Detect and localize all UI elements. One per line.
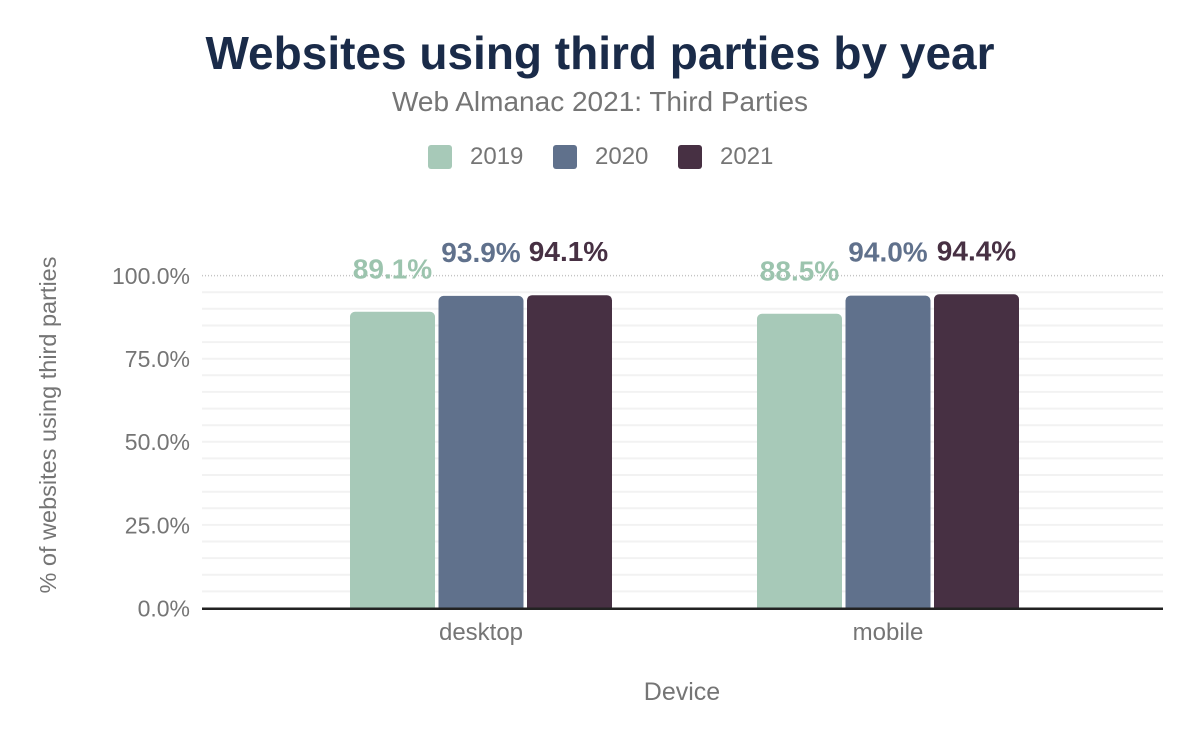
svg-text:Websites using third parties b: Websites using third parties by year [205, 27, 994, 79]
svg-text:88.5%: 88.5% [760, 255, 839, 286]
svg-text:mobile: mobile [853, 619, 924, 646]
svg-text:94.4%: 94.4% [937, 235, 1016, 266]
svg-text:50.0%: 50.0% [125, 429, 190, 455]
svg-text:100.0%: 100.0% [112, 263, 190, 289]
svg-text:2021: 2021 [720, 143, 773, 170]
svg-text:0.0%: 0.0% [138, 596, 190, 622]
svg-text:89.1%: 89.1% [353, 253, 432, 284]
svg-text:75.0%: 75.0% [125, 346, 190, 372]
svg-text:Device: Device [644, 678, 720, 706]
svg-text:25.0%: 25.0% [125, 512, 190, 538]
svg-text:94.1%: 94.1% [529, 236, 608, 267]
svg-text:% of websites using third part: % of websites using third parties [35, 257, 61, 594]
svg-text:Web Almanac 2021: Third Partie: Web Almanac 2021: Third Parties [392, 86, 808, 117]
svg-text:2020: 2020 [595, 143, 648, 170]
svg-text:desktop: desktop [439, 619, 523, 646]
svg-text:93.9%: 93.9% [441, 237, 520, 268]
svg-text:94.0%: 94.0% [848, 237, 927, 268]
svg-text:2019: 2019 [470, 143, 523, 170]
